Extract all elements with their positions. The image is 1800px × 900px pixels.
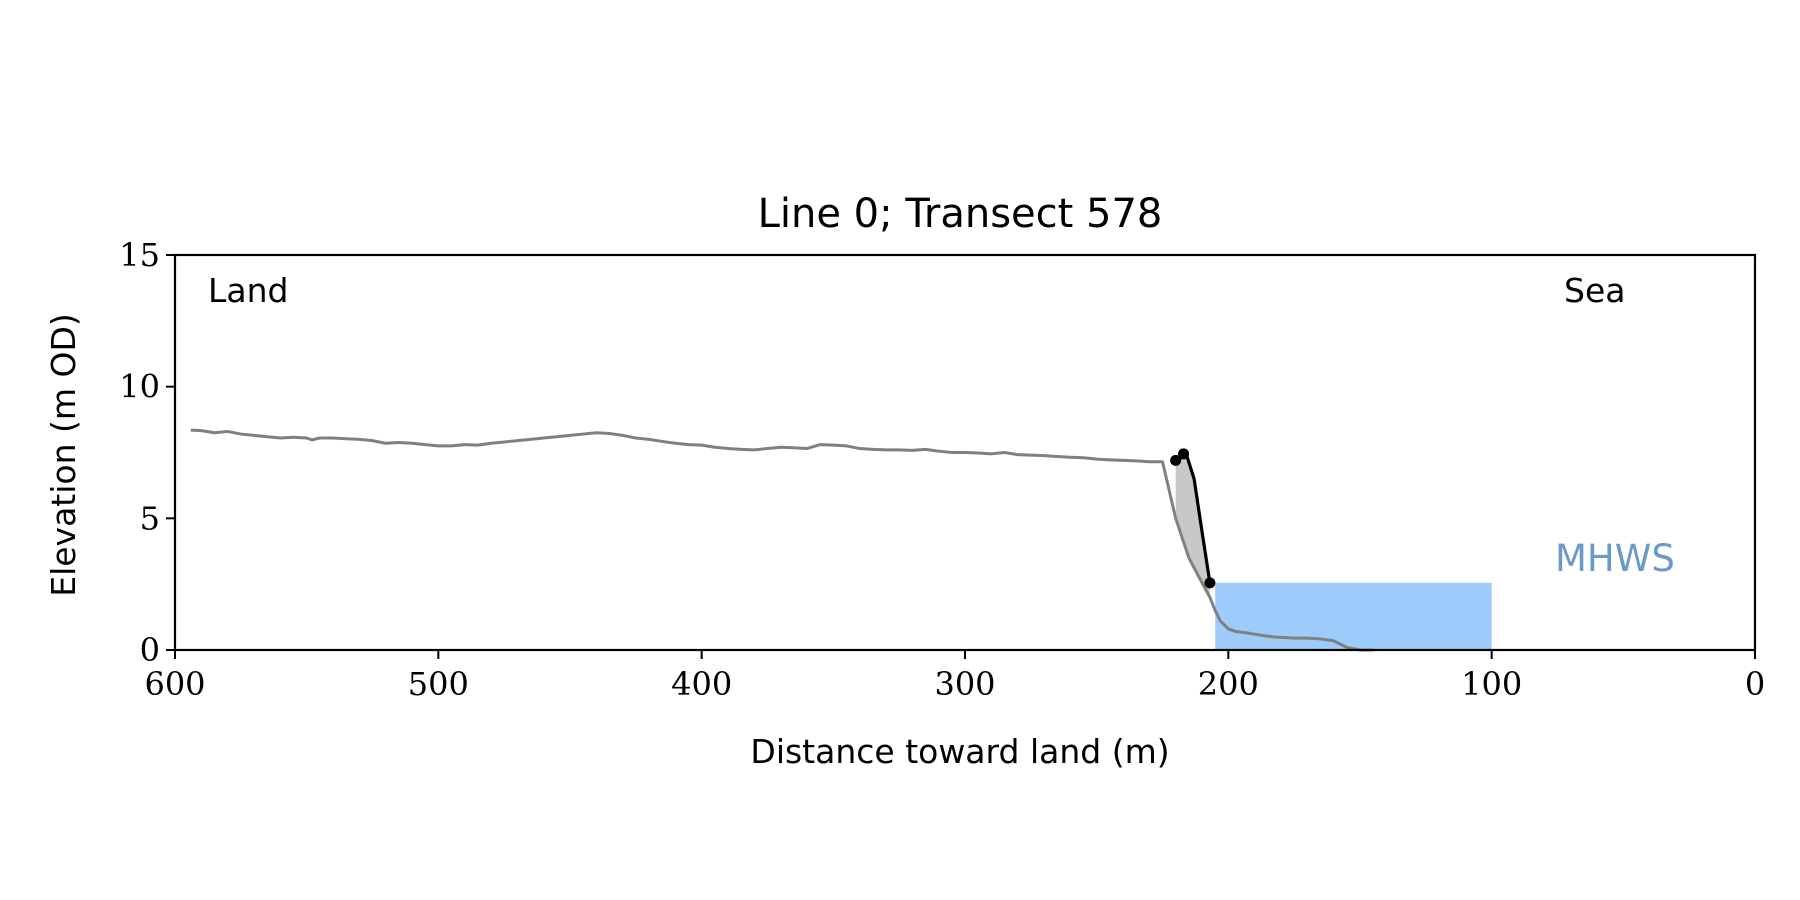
- x-tick-label: 0: [1745, 665, 1765, 703]
- y-axis-label: Elevation (m OD): [44, 313, 83, 597]
- x-tick-label: 300: [934, 665, 995, 703]
- mhws-label: MHWS: [1555, 537, 1675, 580]
- x-tick-label: 500: [408, 665, 469, 703]
- sea-annotation: Sea: [1564, 271, 1625, 310]
- x-tick-label: 600: [144, 665, 205, 703]
- y-tick-label: 15: [119, 236, 160, 274]
- cliff-face-fill: [1175, 453, 1210, 598]
- cliff-marker-2: [1204, 577, 1216, 589]
- y-tick-label: 0: [140, 631, 160, 669]
- elevation-profile-line: [190, 428, 1374, 652]
- x-tick-label: 100: [1461, 665, 1522, 703]
- cliff-marker-0: [1170, 454, 1182, 466]
- cliff-marker-1: [1178, 448, 1190, 460]
- land-annotation: Land: [208, 271, 288, 310]
- y-tick-label: 10: [119, 368, 160, 406]
- x-tick-label: 200: [1198, 665, 1259, 703]
- x-axis-label: Distance toward land (m): [750, 732, 1169, 771]
- x-tick-label: 400: [671, 665, 732, 703]
- mhws-water-band: [1215, 582, 1492, 650]
- chart-title: Line 0; Transect 578: [758, 191, 1163, 237]
- y-tick-label: 5: [140, 499, 160, 537]
